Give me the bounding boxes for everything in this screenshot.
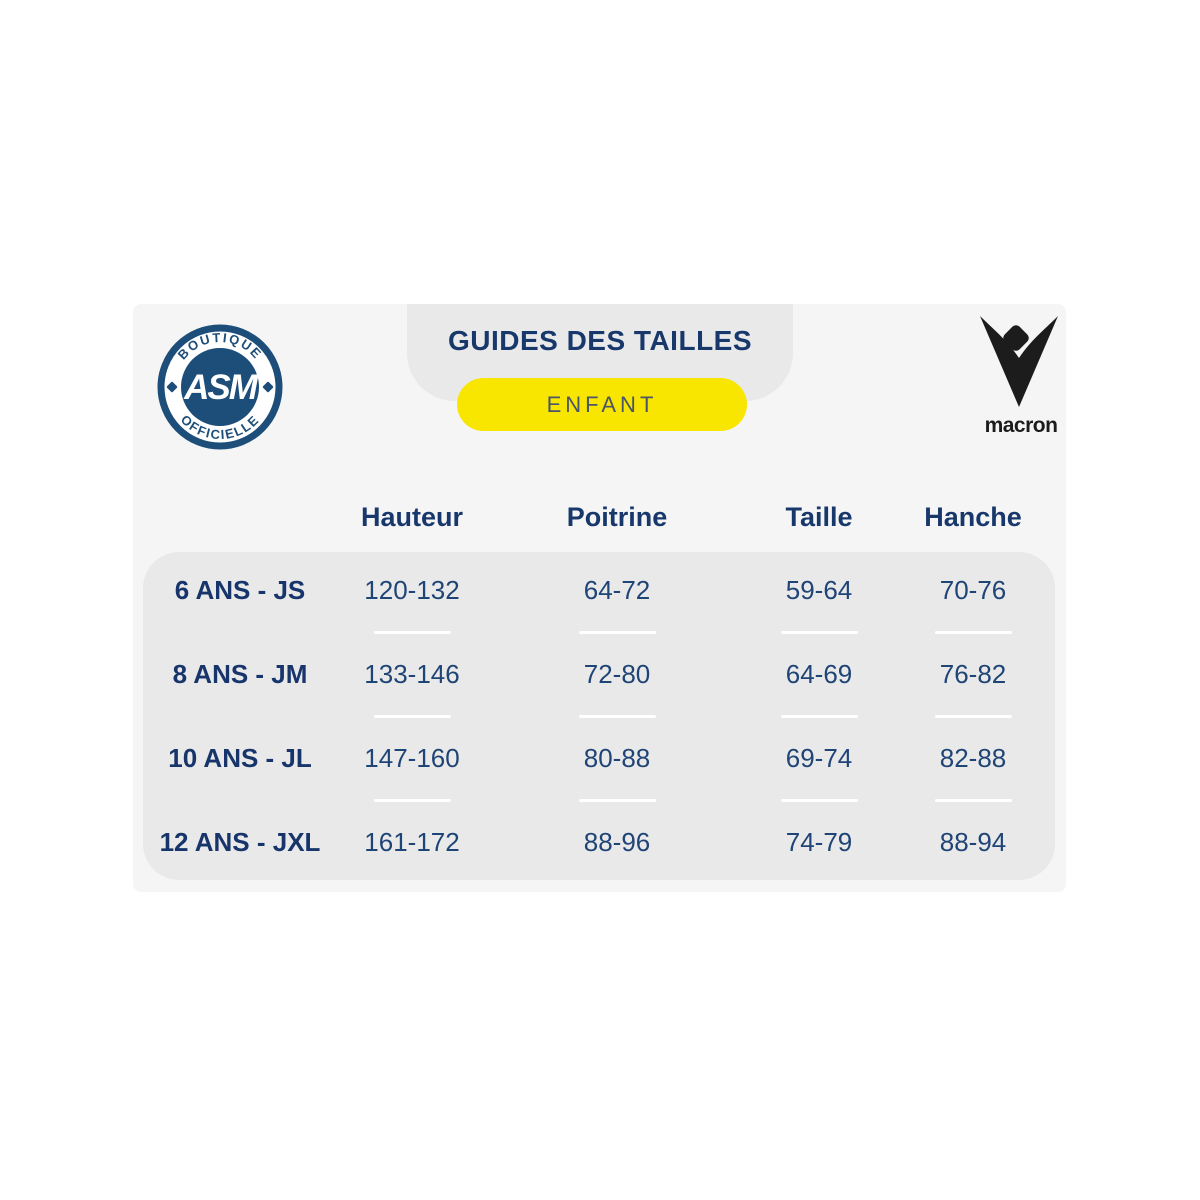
row-label: 12 ANS - JXL	[159, 826, 321, 857]
column-header-poitrine: Poitrine	[566, 501, 668, 532]
divider-line	[780, 714, 858, 718]
cell-hauteur: 161-172	[364, 826, 460, 857]
divider-line	[373, 714, 451, 718]
cell-taille: 59-64	[785, 574, 853, 605]
divider-line	[934, 714, 1012, 718]
row-divider	[143, 628, 1055, 636]
size-guide-card: GUIDES DES TAILLES ENFANT BOUTIQUE OFFIC…	[133, 304, 1066, 892]
divider-line	[780, 798, 858, 802]
divider-line	[578, 798, 656, 802]
cell-hauteur: 120-132	[364, 574, 460, 605]
table-column-headers: Hauteur Poitrine Taille Hanche	[143, 496, 1055, 538]
row-label: 10 ANS - JL	[168, 742, 312, 773]
column-header-hanche: Hanche	[924, 501, 1022, 532]
divider-line	[578, 714, 656, 718]
row-divider	[143, 712, 1055, 720]
cell-hanche: 70-76	[939, 574, 1007, 605]
row-label: 8 ANS - JM	[172, 658, 308, 689]
divider-line	[934, 798, 1012, 802]
table-row: 6 ANS - JS 120-132 64-72 59-64 70-76	[143, 552, 1055, 628]
cell-hauteur: 147-160	[364, 742, 460, 773]
divider-line	[780, 630, 858, 634]
page-title: GUIDES DES TAILLES	[447, 325, 753, 356]
cell-hauteur: 133-146	[364, 658, 460, 689]
cell-poitrine: 88-96	[583, 826, 651, 857]
divider-line	[373, 630, 451, 634]
divider-line	[578, 630, 656, 634]
table-row: 8 ANS - JM 133-146 72-80 64-69 76-82	[143, 636, 1055, 712]
cell-poitrine: 72-80	[583, 658, 651, 689]
cell-hanche: 88-94	[939, 826, 1007, 857]
table-row: 12 ANS - JXL 161-172 88-96 74-79 88-94	[143, 804, 1055, 880]
macron-wordmark: macron	[985, 414, 1058, 437]
macron-chevron-icon	[980, 316, 1058, 407]
asm-diamond-left-icon	[166, 381, 178, 393]
asm-monogram: ASM	[183, 368, 259, 407]
cell-poitrine: 64-72	[583, 574, 651, 605]
column-header-taille: Taille	[785, 501, 853, 532]
category-tab-enfant[interactable]: ENFANT	[457, 378, 747, 431]
asm-inner-circle	[181, 348, 259, 426]
cell-taille: 74-79	[785, 826, 853, 857]
row-label: 6 ANS - JS	[174, 574, 306, 605]
table-row: 10 ANS - JL 147-160 80-88 69-74 82-88	[143, 720, 1055, 796]
divider-line	[934, 630, 1012, 634]
macron-diamond-icon	[1003, 325, 1029, 351]
asm-boutique-officielle-logo: BOUTIQUE OFFICIELLE ASM	[157, 324, 283, 450]
row-divider	[143, 796, 1055, 804]
cell-taille: 69-74	[785, 742, 853, 773]
size-table: 6 ANS - JS 120-132 64-72 59-64 70-76 8 A…	[143, 552, 1055, 880]
category-tab-label: ENFANT	[546, 391, 658, 417]
cell-hanche: 82-88	[939, 742, 1007, 773]
asm-diamond-right-icon	[262, 381, 274, 393]
cell-poitrine: 80-88	[583, 742, 651, 773]
cell-hanche: 76-82	[939, 658, 1007, 689]
column-header-hauteur: Hauteur	[360, 501, 463, 532]
cell-taille: 64-69	[785, 658, 853, 689]
divider-line	[373, 798, 451, 802]
macron-logo: macron	[980, 316, 1058, 437]
